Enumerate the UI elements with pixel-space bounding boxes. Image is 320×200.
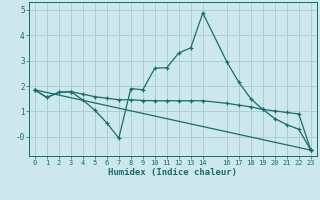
X-axis label: Humidex (Indice chaleur): Humidex (Indice chaleur) bbox=[108, 168, 237, 177]
